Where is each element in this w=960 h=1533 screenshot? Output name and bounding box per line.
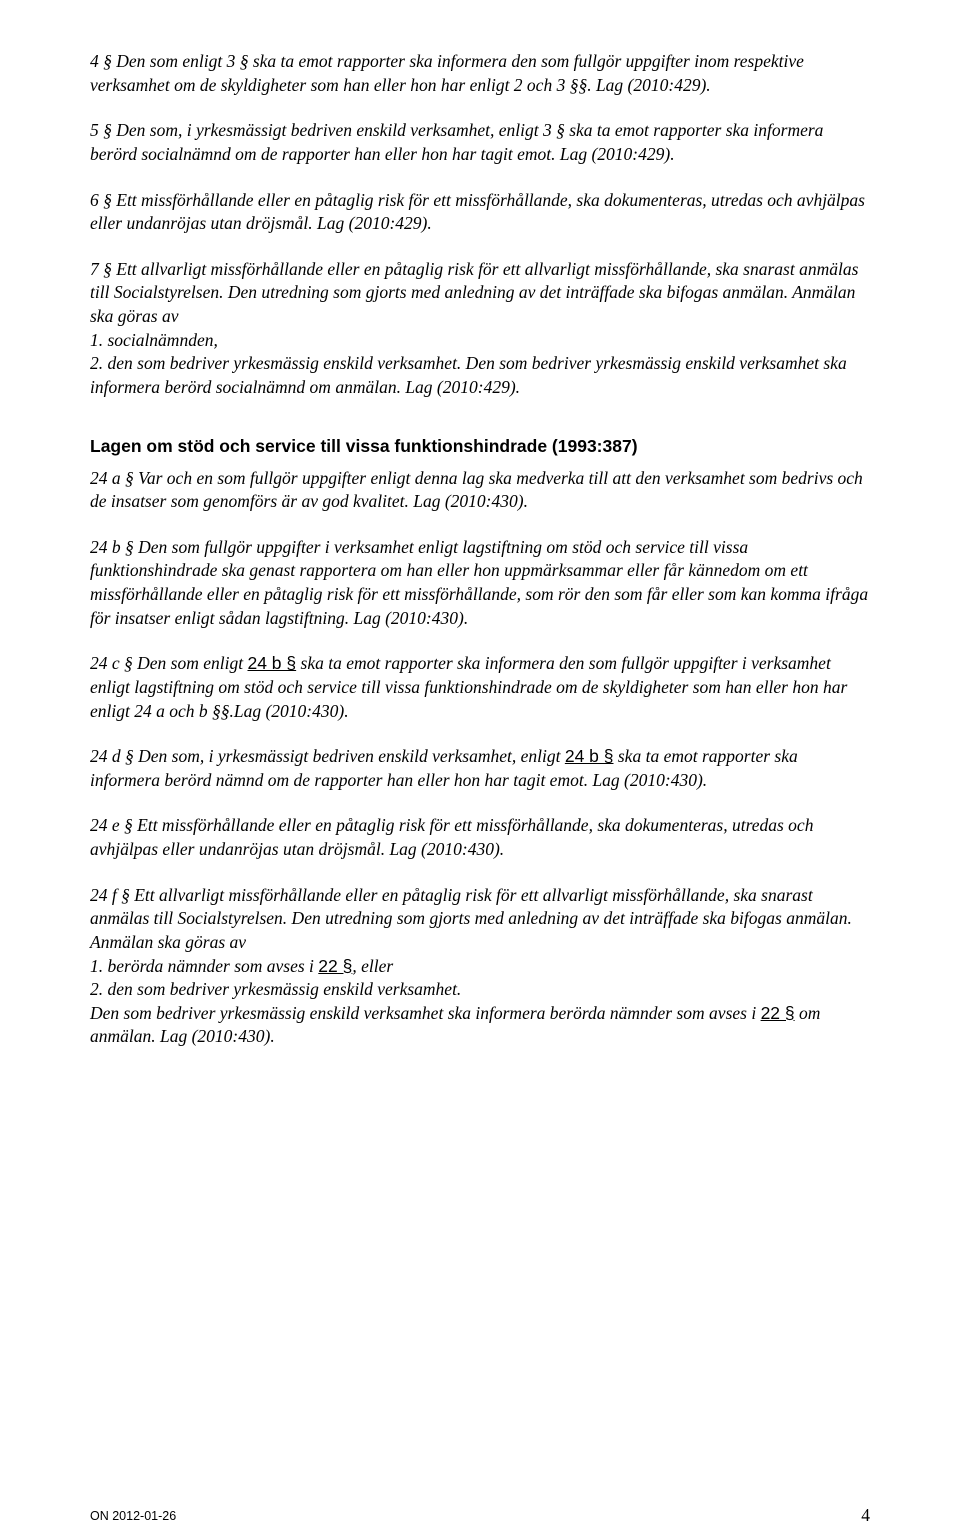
section-heading-lss: Lagen om stöd och service till vissa fun… — [90, 436, 870, 457]
paragraph-24f-item2: 2. den som bedriver yrkesmässig enskild … — [90, 979, 461, 999]
paragraph-7-intro: 7 § Ett allvarligt missförhållande eller… — [90, 259, 858, 326]
ref-24b-1[interactable]: 24 b § — [247, 653, 296, 673]
paragraph-24b: 24 b § Den som fullgör uppgifter i verks… — [90, 536, 870, 631]
footer-date: ON 2012-01-26 — [90, 1509, 176, 1523]
ref-24b-2[interactable]: 24 b § — [565, 746, 614, 766]
page-number: 4 — [861, 1505, 870, 1526]
ref-22-2[interactable]: 22 § — [761, 1003, 795, 1023]
paragraph-6: 6 § Ett missförhållande eller en påtagli… — [90, 189, 870, 236]
paragraph-24d-pre: 24 d § Den som, i yrkesmässigt bedriven … — [90, 746, 565, 766]
paragraph-24f: 24 f § Ett allvarligt missförhållande el… — [90, 884, 870, 1049]
paragraph-24c: 24 c § Den som enligt 24 b § ska ta emot… — [90, 652, 870, 723]
document-page: 4 § Den som enligt 3 § ska ta emot rappo… — [0, 0, 960, 1533]
paragraph-24f-item1-pre: 1. berörda nämnder som avses i — [90, 956, 318, 976]
paragraph-24f-closing-pre: Den som bedriver yrkesmässig enskild ver… — [90, 1003, 761, 1023]
paragraph-24f-item1-post: , eller — [352, 956, 393, 976]
paragraph-5: 5 § Den som, i yrkesmässigt bedriven ens… — [90, 119, 870, 166]
paragraph-7: 7 § Ett allvarligt missförhållande eller… — [90, 258, 870, 400]
paragraph-24c-pre: 24 c § Den som enligt — [90, 653, 247, 673]
paragraph-4: 4 § Den som enligt 3 § ska ta emot rappo… — [90, 50, 870, 97]
ref-22-1[interactable]: 22 § — [318, 956, 352, 976]
paragraph-24a: 24 a § Var och en som fullgör uppgifter … — [90, 467, 870, 514]
paragraph-7-item1: 1. socialnämnden, — [90, 330, 218, 350]
paragraph-7-item2: 2. den som bedriver yrkesmässig enskild … — [90, 353, 847, 397]
paragraph-24f-intro: 24 f § Ett allvarligt missförhållande el… — [90, 885, 852, 952]
paragraph-24e: 24 e § Ett missförhållande eller en påta… — [90, 814, 870, 861]
paragraph-24d: 24 d § Den som, i yrkesmässigt bedriven … — [90, 745, 870, 792]
